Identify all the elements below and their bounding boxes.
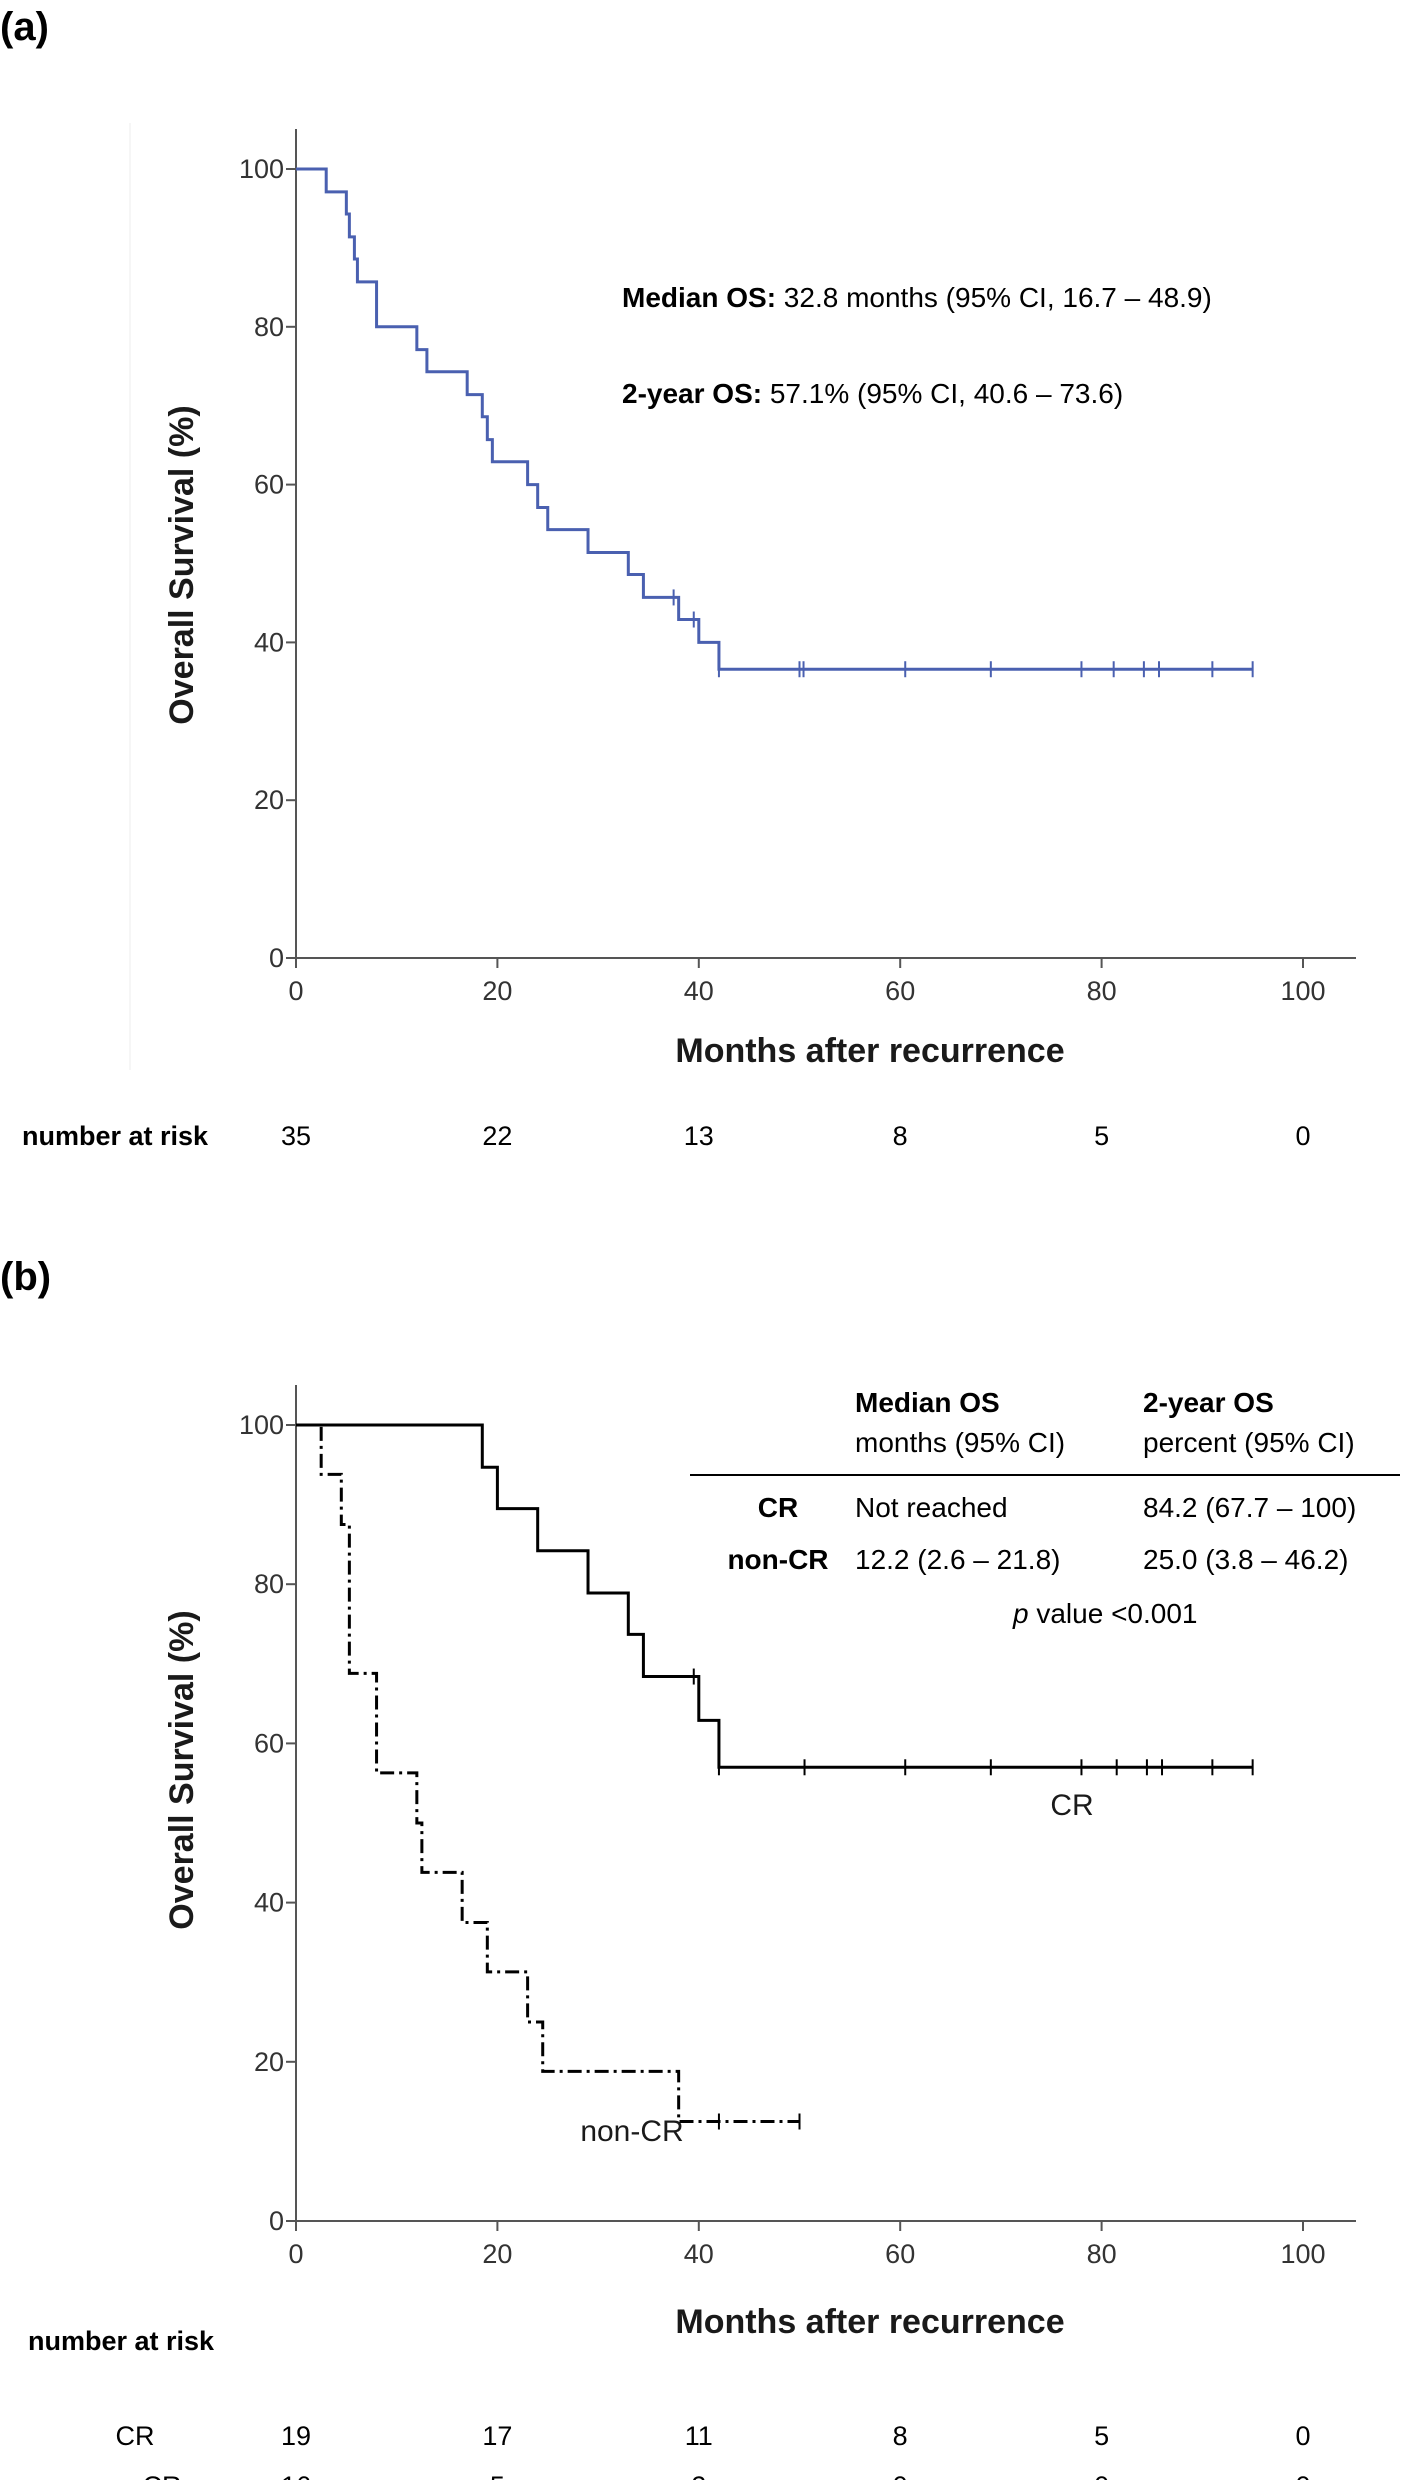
x-tick-label: 60 (885, 2239, 915, 2269)
risk-value: 16 (281, 2471, 311, 2480)
two-year-os-value: 57.1% (95% CI, 40.6 – 73.6) (762, 378, 1123, 409)
risk-value: 0 (893, 2471, 908, 2480)
y-tick-label: 40 (254, 627, 284, 657)
y-tick-label: 60 (254, 470, 284, 500)
risk-row-label: CR (116, 2421, 155, 2451)
risk-value: 13 (684, 1121, 714, 1151)
x-tick-label: 0 (288, 2239, 303, 2269)
panel-b-risk-header: number at risk (28, 2326, 215, 2356)
x-tick-label: 40 (684, 976, 714, 1006)
panel-a-x-axis-title: Months after recurrence (675, 1032, 1064, 1070)
y-tick-label: 20 (254, 2047, 284, 2077)
survival-curve-all-patients (296, 167, 1253, 671)
summary-row-noncr-two-year: 25.0 (3.8 – 46.2) (1143, 1544, 1348, 1575)
x-tick-label: 0 (288, 976, 303, 1006)
panel-a-two-year-os-annotation: 2-year OS: 57.1% (95% CI, 40.6 – 73.6) (622, 378, 1123, 409)
summary-table: Median OS months (95% CI) 2-year OS perc… (690, 1387, 1400, 1629)
y-tick-label: 80 (254, 1569, 284, 1599)
x-tick-label: 60 (885, 976, 915, 1006)
y-tick-label: 80 (254, 312, 284, 342)
summary-row-noncr-median: 12.2 (2.6 – 21.8) (855, 1544, 1060, 1575)
x-tick-label: 100 (1280, 976, 1325, 1006)
risk-value: 22 (482, 1121, 512, 1151)
risk-row-label: non-CR (88, 2471, 181, 2480)
x-tick-label: 100 (1280, 2239, 1325, 2269)
panel-a-risk-header: number at risk (22, 1121, 209, 1151)
risk-value: 17 (482, 2421, 512, 2451)
survival-curve-non-cr (296, 1423, 800, 2123)
curve-label-non-cr: non-CR (580, 2115, 683, 2148)
summary-col1-header: Median OS (855, 1387, 1000, 1418)
x-tick-label: 40 (684, 2239, 714, 2269)
panel-a-plot: 0 20 40 60 80 100 0 20 40 60 80 100 (129, 123, 1356, 1070)
x-tick-label: 80 (1087, 2239, 1117, 2269)
panel-b-y-axis-title: Overall Survival (%) (163, 1610, 201, 1929)
risk-value: 8 (893, 2421, 908, 2451)
p-value-text: value <0.001 (1029, 1598, 1198, 1629)
risk-value: 35 (281, 1121, 311, 1151)
risk-value: 8 (893, 1121, 908, 1151)
y-tick-label: 60 (254, 1728, 284, 1758)
risk-value: 19 (281, 2421, 311, 2451)
p-symbol: p (1012, 1598, 1029, 1629)
panel-b-risk-table: CR 19 17 11 8 5 0 non-CR 16 5 2 0 0 0 (88, 2421, 1310, 2480)
y-tick-label: 100 (239, 154, 284, 184)
summary-row-cr-group: CR (758, 1492, 798, 1523)
panel-a-y-axis-title: Overall Survival (%) (163, 405, 201, 724)
risk-value: 11 (685, 2421, 713, 2451)
risk-value: 0 (1295, 1121, 1310, 1151)
summary-p-value: p value <0.001 (1012, 1598, 1198, 1629)
x-tick-label: 20 (482, 976, 512, 1006)
median-os-label: Median OS: (622, 282, 776, 313)
x-tick-label: 20 (482, 2239, 512, 2269)
risk-value: 5 (490, 2471, 505, 2480)
y-tick-label: 40 (254, 1888, 284, 1918)
panel-b-plot: 0 20 40 60 80 100 0 20 40 60 80 100 (239, 1385, 1356, 2269)
curve-label-cr: CR (1050, 1789, 1093, 1822)
summary-row-noncr-group: non-CR (727, 1544, 828, 1575)
x-tick-label: 80 (1087, 976, 1117, 1006)
risk-value: 2 (691, 2471, 706, 2480)
median-os-value: 32.8 months (95% CI, 16.7 – 48.9) (776, 282, 1212, 313)
summary-col1-subheader: months (95% CI) (855, 1427, 1065, 1458)
risk-value: 5 (1094, 2421, 1109, 2451)
survival-curve-cr (296, 1423, 1253, 1769)
panel-a-median-os-annotation: Median OS: 32.8 months (95% CI, 16.7 – 4… (622, 282, 1212, 313)
two-year-os-label: 2-year OS: (622, 378, 762, 409)
summary-col2-subheader: percent (95% CI) (1143, 1427, 1355, 1458)
risk-value: 0 (1295, 2421, 1310, 2451)
y-tick-label: 0 (269, 943, 284, 973)
y-tick-label: 0 (269, 2206, 284, 2236)
panel-a-risk-table: 35 22 13 8 5 0 (281, 1121, 1311, 1151)
panel-b-x-axis-title: Months after recurrence (675, 2303, 1064, 2341)
risk-value: 5 (1094, 1121, 1109, 1151)
summary-col2-header: 2-year OS (1143, 1387, 1274, 1418)
panel-b-label: (b) (0, 1255, 51, 1299)
summary-row-cr-two-year: 84.2 (67.7 – 100) (1143, 1492, 1356, 1523)
panel-a-label: (a) (0, 5, 49, 49)
y-tick-label: 100 (239, 1410, 284, 1440)
risk-value: 0 (1094, 2471, 1109, 2480)
risk-value: 0 (1295, 2471, 1310, 2480)
summary-row-cr-median: Not reached (855, 1492, 1008, 1523)
y-tick-label: 20 (254, 785, 284, 815)
